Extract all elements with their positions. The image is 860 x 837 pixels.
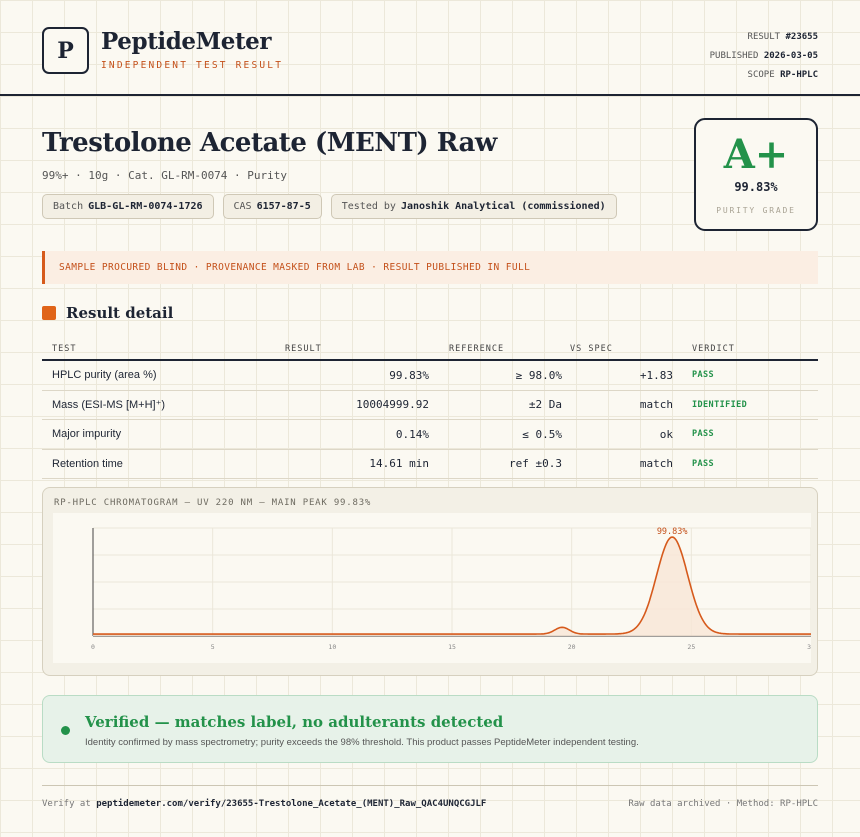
chromatogram-title: RP-HPLC CHROMATOGRAM — UV 220 NM — MAIN …	[54, 498, 372, 508]
footer-divider	[42, 785, 818, 786]
section-title: Result detail	[66, 304, 174, 322]
published-date: PUBLISHED 2026-03-05	[709, 51, 818, 61]
table-row: Mass (ESI-MS [M+H]⁺) 10004999.92 ±2 Da m…	[42, 391, 818, 420]
product-chips: Batch GLB-GL-RM-0074-1726 CAS 6157-87-5 Te…	[42, 194, 617, 219]
cell-reference: ≥ 98.0%	[515, 368, 562, 382]
product-title: Trestolone Acetate (MENT) Raw	[42, 128, 497, 158]
brand-tagline: INDEPENDENT TEST RESULT	[101, 60, 284, 71]
cell-vs-spec: match	[639, 457, 673, 471]
result-table: TEST RESULT REFERENCE VS SPEC VERDICT HP…	[42, 338, 818, 479]
cell-verdict: PASS	[692, 458, 715, 469]
batch-chip: Batch GLB-GL-RM-0074-1726	[42, 194, 214, 219]
brand-logo: P	[42, 27, 89, 74]
header-reference: REFERENCE	[449, 343, 505, 354]
verified-banner: Verified — matches label, no adulterants…	[42, 695, 818, 763]
table-row: HPLC purity (area %) 99.83% ≥ 98.0% +1.8…	[42, 361, 818, 391]
cell-test: Mass (ESI-MS [M+H]⁺)	[52, 399, 166, 412]
cell-result: 0.14%	[395, 427, 429, 441]
chromatogram-panel: RP-HPLC CHROMATOGRAM — UV 220 NM — MAIN …	[42, 487, 818, 676]
cell-result: 99.83%	[389, 368, 429, 382]
cell-test: HPLC purity (area %)	[52, 369, 157, 382]
x-tick-label: 25	[687, 643, 695, 651]
result-number: RESULT #23655	[747, 32, 818, 42]
x-tick-label: 10	[328, 643, 336, 651]
header-test: TEST	[52, 343, 77, 354]
verify-link[interactable]: Verify at peptidemeter.com/verify/23655-…	[42, 799, 487, 809]
grade-card: A+ 99.83% PURITY GRADE	[694, 118, 818, 231]
cas-chip: CAS 6157-87-5	[222, 194, 322, 219]
cell-test: Retention time	[52, 457, 123, 470]
x-tick-label: 20	[568, 643, 576, 651]
section-heading: Result detail	[42, 304, 173, 322]
brand-name: PeptideMeter	[101, 28, 272, 55]
page-header: P PeptideMeter INDEPENDENT TEST RESULT R…	[0, 0, 860, 96]
header-verdict: VERDICT	[692, 343, 735, 354]
cell-verdict: PASS	[692, 429, 715, 440]
header-vs-spec: VS SPEC	[570, 343, 613, 354]
grade-label: PURITY GRADE	[716, 206, 796, 215]
cell-result: 10004999.92	[356, 398, 429, 412]
table-row: Major impurity 0.14% ≤ 0.5% ok PASS	[42, 420, 818, 450]
x-tick-label: 0	[91, 643, 95, 651]
grade-letter: A+	[723, 131, 789, 178]
verified-title: Verified — matches label, no adulterants…	[85, 713, 504, 731]
cell-reference: ≤ 0.5%	[522, 427, 562, 441]
verified-dot-icon	[61, 726, 70, 735]
product-subtitle: 99%+ · 10g · Cat. GL-RM-0074 · Purity	[42, 169, 288, 182]
plot-background	[53, 513, 811, 663]
cell-vs-spec: ok	[659, 427, 673, 441]
cell-test: Major impurity	[52, 428, 122, 441]
table-header: TEST RESULT REFERENCE VS SPEC VERDICT	[42, 338, 818, 361]
chromatogram-line	[93, 536, 811, 635]
cell-vs-spec: +1.83	[639, 368, 673, 382]
chromatogram-area	[93, 537, 811, 636]
cell-vs-spec: match	[639, 398, 673, 412]
cell-reference: ±2 Da	[528, 398, 562, 412]
tested-by-chip: Tested by Janoshik Analytical (commission…	[330, 194, 617, 219]
x-tick-label: 30	[807, 643, 811, 651]
grade-percent: 99.83%	[734, 180, 778, 194]
footer-method: Raw data archived · Method: RP-HPLC	[628, 799, 818, 809]
cell-reference: ref ±0.3	[509, 457, 562, 471]
verified-description: Identity confirmed by mass spectrometry;…	[85, 737, 639, 748]
cell-verdict: PASS	[692, 370, 715, 381]
x-tick-label: 5	[211, 643, 215, 651]
chromatogram-chart: 99.83% 0 5 10 15 20 25 30	[53, 513, 811, 663]
procurement-notice: SAMPLE PROCURED BLIND · PROVENANCE MASKE…	[42, 251, 818, 284]
header-result: RESULT	[285, 343, 322, 354]
result-meta: RESULT #23655 PUBLISHED 2026-03-05 SCOPE…	[710, 28, 818, 85]
verify-url[interactable]: peptidemeter.com/verify/23655-Trestolone…	[96, 799, 487, 809]
peak-label: 99.83%	[657, 527, 688, 537]
x-tick-label: 15	[448, 643, 456, 651]
scope: SCOPE RP-HPLC	[747, 70, 818, 80]
section-marker-icon	[42, 306, 56, 320]
cell-result: 14.61 min	[369, 457, 429, 471]
cell-verdict: IDENTIFIED	[692, 399, 748, 410]
table-row: Retention time 14.61 min ref ±0.3 match …	[42, 450, 818, 479]
